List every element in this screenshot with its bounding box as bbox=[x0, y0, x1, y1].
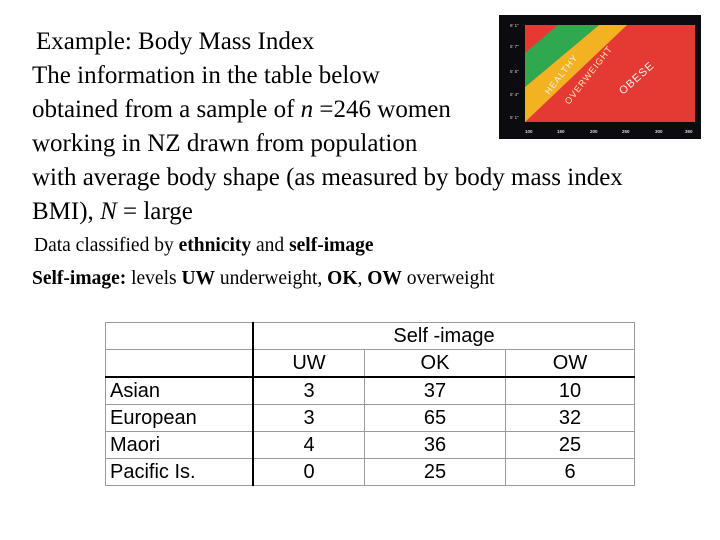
table-cell: 37 bbox=[364, 376, 506, 405]
weight-label: 150 bbox=[557, 129, 565, 134]
table-cell: 65 bbox=[364, 404, 506, 432]
levels-text: underweight, bbox=[215, 268, 328, 289]
weight-label: 250 bbox=[622, 129, 630, 134]
row-label: European bbox=[105, 404, 254, 432]
paragraph-text: = large bbox=[116, 198, 193, 225]
table-row: Pacific Is. 0 25 6 bbox=[105, 458, 635, 486]
levels-line: Self-image: levels UW underweight, OK, O… bbox=[32, 268, 495, 290]
group-header: Self -image bbox=[252, 322, 635, 350]
row-label: Asian bbox=[105, 376, 254, 405]
table-row: Asian 3 37 10 bbox=[105, 376, 635, 405]
paragraph-line-3: working in NZ drawn from population bbox=[32, 130, 418, 157]
levels-text: , bbox=[357, 268, 368, 289]
height-label: 5' 4" bbox=[510, 92, 519, 97]
bmi-chart-svg: 6' 1" 5' 7" 5' 5" 5' 4" 5' 1" 100 150 20… bbox=[499, 15, 701, 139]
paragraph-text: =246 women bbox=[313, 96, 451, 123]
table-cell: 25 bbox=[505, 431, 635, 459]
table-corner-cell bbox=[105, 322, 254, 350]
slide-title: Example: Body Mass Index bbox=[36, 28, 315, 55]
weight-label: 300 bbox=[655, 129, 663, 134]
table-cell: 36 bbox=[364, 431, 506, 459]
ow-term: OW bbox=[367, 268, 402, 289]
paragraph-line-4: with average body shape (as measured by … bbox=[32, 164, 623, 191]
paragraph-line-5: BMI), N = large bbox=[32, 195, 712, 229]
table-header-row: Self -image bbox=[105, 322, 635, 350]
table-cell: 4 bbox=[252, 431, 365, 459]
paragraph-line-2: obtained from a sample of n =246 women bbox=[32, 93, 712, 127]
ethnicity-term: ethnicity bbox=[178, 235, 252, 256]
row-label: Maori bbox=[105, 431, 254, 459]
table-cell: 10 bbox=[505, 376, 635, 405]
table-cell: 32 bbox=[505, 404, 635, 432]
column-header-ok: OK bbox=[364, 349, 506, 378]
chart-margin bbox=[523, 122, 701, 139]
levels-text: levels bbox=[126, 268, 182, 289]
paragraph-text: obtained from a sample of bbox=[32, 96, 301, 123]
height-label: 5' 7" bbox=[510, 44, 519, 49]
table-column-header-row: UW OK OW bbox=[105, 349, 635, 378]
self-image-term: self-image bbox=[289, 235, 374, 256]
self-image-table: Self -image UW OK OW Asian 3 37 10 Europ… bbox=[105, 322, 635, 486]
column-header-uw: UW bbox=[252, 349, 365, 378]
ok-term: OK bbox=[327, 268, 358, 289]
overweight-region bbox=[525, 25, 627, 122]
table-cell: 6 bbox=[505, 458, 635, 486]
classification-text: and bbox=[251, 235, 290, 256]
weight-label: 100 bbox=[525, 129, 533, 134]
table-corner-cell bbox=[105, 349, 254, 378]
column-header-ow: OW bbox=[505, 349, 635, 378]
weight-label: 200 bbox=[590, 129, 598, 134]
table-cell: 0 bbox=[252, 458, 365, 486]
chart-margin bbox=[499, 15, 523, 139]
classification-text: Data classified by bbox=[34, 235, 179, 256]
table-cell: 3 bbox=[252, 404, 365, 432]
healthy-region bbox=[525, 25, 599, 122]
levels-text: overweight bbox=[401, 268, 495, 289]
classification-line: Data classified by ethnicity and self-im… bbox=[34, 235, 374, 257]
uw-term: UW bbox=[181, 268, 216, 289]
population-size-variable: N bbox=[100, 198, 117, 225]
self-image-label: Self-image: bbox=[32, 268, 127, 289]
paragraph-text: BMI), bbox=[32, 198, 101, 225]
table-row: European 3 65 32 bbox=[105, 404, 635, 432]
weight-label: 350 bbox=[685, 129, 693, 134]
sample-size-variable: n bbox=[300, 96, 314, 123]
description-paragraph: The information in the table below obtai… bbox=[32, 59, 712, 229]
table-cell: 3 bbox=[252, 376, 365, 405]
row-label: Pacific Is. bbox=[105, 458, 254, 486]
height-label: 6' 1" bbox=[510, 23, 519, 28]
bmi-chart-image: 6' 1" 5' 7" 5' 5" 5' 4" 5' 1" 100 150 20… bbox=[499, 15, 701, 139]
height-label: 5' 1" bbox=[510, 115, 519, 120]
table-cell: 25 bbox=[364, 458, 506, 486]
height-label: 5' 5" bbox=[510, 69, 519, 74]
table-row: Maori 4 36 25 bbox=[105, 431, 635, 459]
paragraph-line-1: The information in the table below bbox=[32, 62, 380, 89]
